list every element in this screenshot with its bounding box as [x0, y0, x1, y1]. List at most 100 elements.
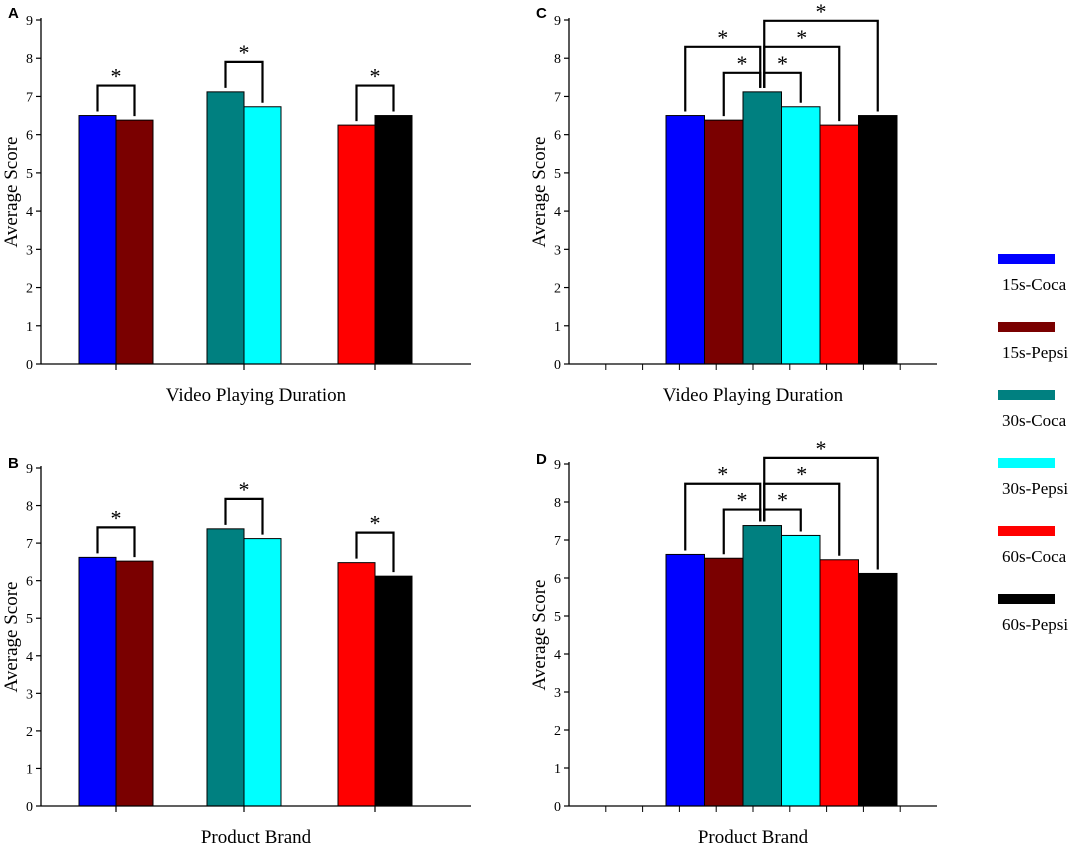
bar-30s-coca [206, 91, 245, 365]
significance-star: * [816, 436, 827, 461]
y-tick-label: 4 [26, 205, 33, 220]
legend-swatch-30s-pepsi [998, 458, 1055, 468]
chart-panel-d: D 0 1 2 3 4 5 6 7 8 9 Product Brand Average Score * * *… [529, 436, 937, 848]
y-tick-label: 8 [554, 52, 561, 67]
significance-bracket [684, 45, 762, 112]
y-tick-label: 3 [554, 686, 561, 701]
significance-bracket [722, 508, 762, 555]
significance-bracket [96, 84, 136, 117]
significance-star: * [239, 477, 250, 502]
y-tick-label: 9 [554, 458, 561, 473]
legend-label: 30s-Pepsi [1002, 479, 1068, 498]
significance-star: * [796, 25, 807, 50]
y-tick-label: 6 [26, 129, 33, 144]
y-tick-label: 5 [554, 610, 561, 625]
bar-30s-pepsi [243, 106, 282, 365]
y-tick-label: 1 [26, 762, 33, 777]
bar-60s-pepsi [858, 572, 898, 807]
bar-15s-pepsi [704, 119, 744, 365]
significance-bracket [684, 482, 762, 551]
y-tick-label: 6 [554, 129, 561, 144]
y-tick-label: 9 [554, 14, 561, 29]
y-tick-label: 7 [26, 537, 33, 552]
panel-letter: B [8, 455, 19, 472]
legend-label: 60s-Coca [1002, 547, 1067, 566]
y-tick-label: 4 [26, 650, 33, 665]
bar-15s-coca [78, 556, 117, 807]
x-axis-title: Video Playing Duration [663, 385, 844, 406]
y-tick-label: 1 [554, 320, 561, 335]
significance-star: * [370, 511, 381, 536]
significance-star: * [816, 0, 827, 24]
chart-panel-a: A 0 1 2 3 4 5 6 7 8 9 Video Playing Duration Average… [1, 5, 471, 406]
bar-30s-coca [742, 91, 782, 365]
y-tick-label: 0 [554, 800, 561, 815]
legend-swatch-60s-coca [998, 526, 1055, 536]
y-tick-label: 5 [26, 612, 33, 627]
y-axis-title: Average Score [1, 582, 22, 693]
y-tick-label: 1 [26, 320, 33, 335]
significance-bracket [224, 497, 264, 535]
legend-swatch-30s-coca [998, 390, 1055, 400]
legend-label: 15s-Coca [1002, 275, 1067, 294]
significance-star: * [370, 64, 381, 89]
x-axis-title: Product Brand [201, 827, 312, 848]
y-axis-title: Average Score [529, 137, 550, 248]
bar-60s-coca [337, 562, 376, 807]
legend-label: 60s-Pepsi [1002, 615, 1068, 634]
bar-60s-coca [337, 124, 376, 365]
y-tick-label: 3 [26, 687, 33, 702]
legend: 15s-Coca 15s-Pepsi 30s-Coca 30s-Pepsi 60s-Co… [998, 254, 1068, 634]
chart-panel-b: B 0 1 2 3 4 5 6 7 8 9 Product Brand Average Score * * * [1, 455, 471, 848]
legend-swatch-60s-pepsi [998, 594, 1055, 604]
legend-swatch-15s-coca [998, 254, 1055, 264]
y-tick-label: 5 [554, 167, 561, 182]
y-tick-label: 6 [26, 575, 33, 590]
y-tick-label: 3 [26, 243, 33, 258]
y-tick-label: 8 [26, 500, 33, 515]
y-tick-label: 2 [554, 724, 561, 739]
chart-panel-c: C 0 1 2 3 4 5 6 7 8 9 Video Playing Duration Average… [529, 0, 937, 406]
bar-60s-coca [819, 559, 859, 807]
y-tick-label: 7 [26, 90, 33, 105]
bar-15s-coca [665, 115, 705, 365]
y-tick-label: 5 [26, 167, 33, 182]
bar-60s-pepsi [374, 115, 413, 365]
significance-bracket [763, 456, 879, 570]
y-tick-label: 1 [554, 762, 561, 777]
y-tick-label: 6 [554, 572, 561, 587]
y-tick-label: 2 [26, 282, 33, 297]
legend-label: 15s-Pepsi [1002, 343, 1068, 362]
significance-star: * [717, 462, 728, 487]
panel-letter: A [8, 5, 19, 22]
x-axis-title: Product Brand [698, 827, 809, 848]
significance-bracket [355, 531, 395, 573]
y-tick-label: 4 [554, 205, 561, 220]
legend-label: 30s-Coca [1002, 411, 1067, 430]
panel-letter: C [536, 5, 547, 22]
y-tick-label: 2 [554, 282, 561, 297]
y-axis-title: Average Score [529, 580, 550, 691]
y-tick-label: 0 [554, 358, 561, 373]
legend-swatch-15s-pepsi [998, 322, 1055, 332]
y-tick-label: 0 [26, 358, 33, 373]
significance-star: * [796, 462, 807, 487]
y-tick-label: 7 [554, 534, 561, 549]
bar-30s-coca [206, 528, 245, 807]
bar-15s-pepsi [704, 557, 744, 807]
y-tick-label: 0 [26, 800, 33, 815]
significance-star: * [777, 51, 788, 76]
significance-star: * [717, 25, 728, 50]
bar-30s-pepsi [781, 106, 821, 365]
significance-star: * [111, 64, 122, 89]
bar-15s-pepsi [115, 560, 154, 807]
y-tick-label: 2 [26, 725, 33, 740]
bar-60s-pepsi [858, 115, 898, 365]
bar-30s-pepsi [781, 534, 821, 807]
bar-15s-coca [78, 115, 117, 365]
y-tick-label: 4 [554, 648, 561, 663]
significance-bracket [763, 19, 879, 112]
bar-30s-pepsi [243, 538, 282, 807]
